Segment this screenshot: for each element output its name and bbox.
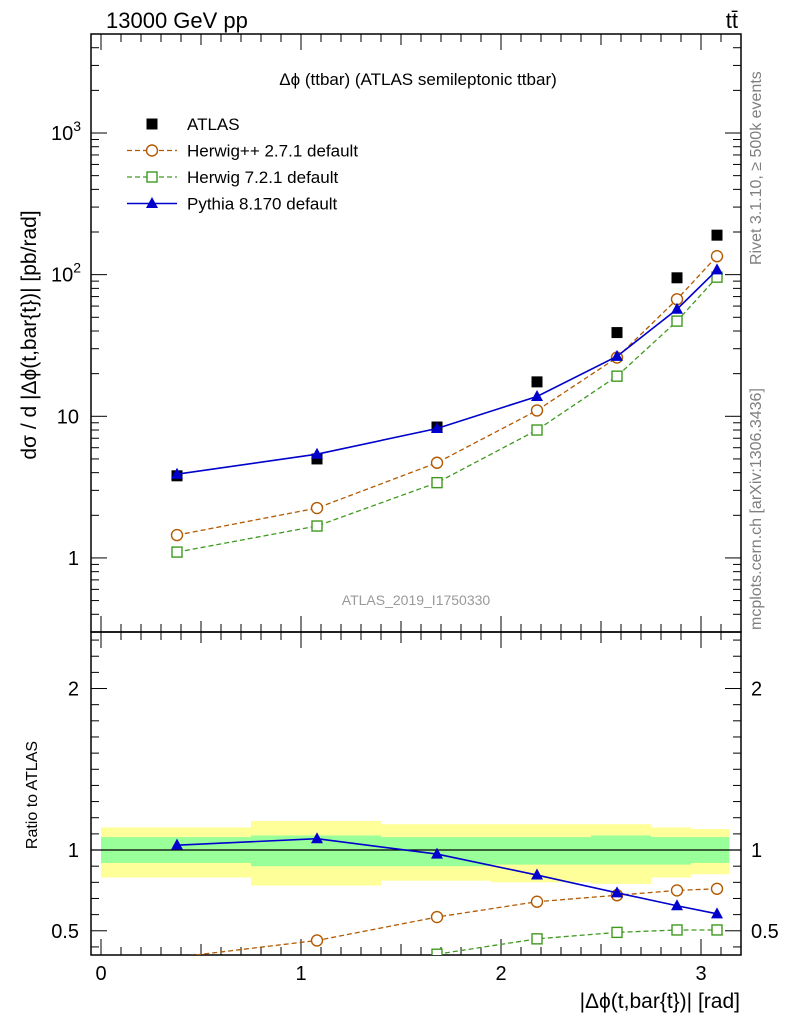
- ratio-data-point: [431, 948, 443, 955]
- data-point: [430, 456, 444, 469]
- ratio-series-layer: [171, 832, 724, 955]
- main-panel: 1 10 102 103 Δϕ (ttbar) (ATLAS semileptonic…: [18, 33, 742, 633]
- data-point: [711, 263, 723, 275]
- data-point: [170, 528, 184, 542]
- uncertainty-band-inner: [491, 837, 591, 865]
- ratio-data-point: [711, 924, 723, 936]
- y-tick-label: 102: [51, 260, 81, 287]
- data-point: [531, 424, 543, 436]
- y-tick-label: 10: [57, 406, 79, 428]
- ratio-data-point: [311, 832, 323, 844]
- data-point: [311, 447, 323, 459]
- data-point: [171, 467, 183, 479]
- ratio-data-point: [671, 924, 683, 936]
- ratio-series-pythia-8-170-default: [171, 832, 723, 919]
- data-point: [671, 272, 683, 284]
- ratio-frame: [90, 631, 742, 956]
- legend-marker: [146, 197, 158, 208]
- ratio-data-point: [611, 926, 623, 939]
- data-point: [530, 404, 544, 417]
- legend-entry: ATLAS: [146, 115, 240, 134]
- legend-label: ATLAS: [187, 115, 240, 134]
- y-tick-label: 1: [68, 548, 79, 570]
- y-axis-label: dσ / d |Δϕ(t,bar{t})| [pb/rad]: [18, 210, 41, 459]
- legend-marker: [145, 144, 159, 157]
- ratio-data-point: [310, 934, 324, 947]
- ratio-y-tick-label-right: 1: [751, 840, 762, 862]
- data-point: [431, 476, 443, 489]
- ratio-y-tick-label-right: 0.5: [751, 921, 779, 943]
- series-atlas: [171, 229, 723, 482]
- series-line: [176, 269, 718, 476]
- ratio-y-tick-label: 2: [68, 679, 79, 701]
- ratio-y-tick-label-right: 2: [751, 679, 762, 701]
- ratio-data-point: [711, 907, 723, 919]
- ratio-data-point: [430, 910, 444, 924]
- series-herwig-2-7-1-default: [170, 249, 724, 542]
- ratio-data-point: [671, 899, 683, 911]
- legend-entry: Herwig++ 2.7.1 default: [127, 142, 358, 161]
- ratio-y-tick-label: 1: [68, 840, 79, 862]
- data-point: [611, 370, 623, 382]
- x-tick-label: 2: [495, 963, 506, 985]
- x-tick-label: 0: [95, 963, 106, 985]
- data-point: [171, 546, 183, 558]
- series-line: [176, 276, 718, 553]
- legend-marker: [146, 171, 158, 183]
- ratio-series-herwig-2-7-1-default: [190, 882, 724, 955]
- data-point: [311, 453, 323, 465]
- data-point: [431, 422, 443, 434]
- ratio-y-tick-label: 0.5: [51, 921, 79, 943]
- ratio-data-point: [431, 847, 443, 859]
- ratio-axes: 0.5 0.5 1 1 2 2 0 1 2 3: [51, 631, 779, 985]
- ratio-data-point: [530, 895, 544, 908]
- series-pythia-8-170-default: [171, 263, 723, 479]
- legend-marker: [146, 118, 158, 130]
- energy-label: 13000 GeV pp: [106, 8, 248, 33]
- ratio-y-axis-label: Ratio to ATLAS: [24, 741, 41, 849]
- ratio-data-point: [531, 868, 543, 880]
- ratio-data-point: [611, 886, 623, 898]
- ratio-bands: [101, 820, 730, 886]
- x-tick-label: 1: [295, 963, 306, 985]
- y-tick-label: 103: [51, 118, 81, 145]
- legend-label: Pythia 8.170 default: [187, 195, 338, 214]
- ratio-data-point: [531, 933, 543, 945]
- main-title: Δϕ (ttbar) (ATLAS semileptonic ttbar): [279, 70, 557, 89]
- legend-label: Herwig++ 2.7.1 default: [187, 142, 358, 161]
- data-point: [611, 327, 623, 339]
- legend: ATLAS Herwig++ 2.7.1 default Herwig 7.2.1 …: [127, 115, 358, 214]
- mcplots-label: mcplots.cern.ch [arXiv:1306.3436]: [748, 388, 765, 630]
- data-point: [531, 376, 543, 388]
- process-label: tt̄: [726, 8, 738, 33]
- data-point: [531, 389, 543, 401]
- ratio-series-line: [436, 929, 717, 955]
- analysis-label: ATLAS_2019_I1750330: [342, 592, 491, 608]
- data-point: [710, 249, 724, 263]
- data-point: [671, 315, 683, 327]
- ratio-data-point: [171, 838, 183, 850]
- data-point: [711, 229, 723, 241]
- rivet-label: Rivet 3.1.10, ≥ 500k events: [748, 71, 765, 265]
- ratio-series-herwig-7-2-1-default: [431, 924, 723, 955]
- ratio-data-point: [670, 884, 684, 897]
- data-point: [611, 349, 623, 361]
- uncertainty-band-inner: [651, 837, 691, 865]
- ratio-panel: 0.5 0.5 1 1 2 2 0 1 2 3 Ratio to ATLAS |Δϕ(t,bar{…: [24, 631, 779, 1013]
- ratio-data-point: [710, 882, 724, 895]
- x-axis-label: |Δϕ(t,bar{t})| [rad]: [580, 990, 740, 1013]
- data-point: [311, 520, 323, 532]
- legend-label: Herwig 7.2.1 default: [187, 168, 338, 187]
- data-point: [671, 302, 683, 314]
- data-point: [310, 501, 324, 515]
- legend-entry: Herwig 7.2.1 default: [127, 168, 338, 187]
- x-tick-label: 3: [695, 963, 706, 985]
- series-line: [176, 255, 718, 536]
- main-series-layer: [170, 229, 724, 558]
- legend-entry: Pythia 8.170 default: [127, 195, 338, 214]
- series-herwig-7-2-1-default: [171, 271, 723, 558]
